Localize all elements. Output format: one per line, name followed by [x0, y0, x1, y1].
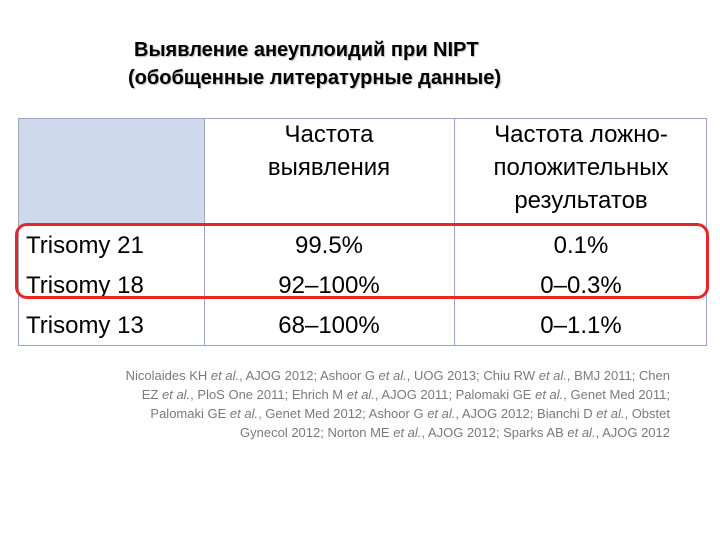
- reference-line: Gynecol 2012; Norton ME et al., AJOG 201…: [240, 425, 670, 440]
- reference-line: EZ et al., PloS One 2011; Ehrich M et al…: [141, 387, 670, 402]
- reference-line: Palomaki GE et al., Genet Med 2012; Asho…: [150, 406, 670, 421]
- column-divider: [454, 118, 455, 346]
- false-positive-value: 0–0.3%: [540, 272, 622, 299]
- highlight-frame: [15, 223, 709, 299]
- reference-line: Nicolaides KH et al., AJOG 2012; Ashoor …: [125, 368, 670, 383]
- results-table: Частота выявления Частота ложно- положит…: [18, 118, 708, 346]
- title-line-1: Выявление анеуплоидий при NIPT: [134, 39, 479, 61]
- row-label: Trisomy 13: [26, 312, 144, 339]
- table-corner-cell: [18, 118, 204, 226]
- header-false-positive-rate: Частота ложно- положительных результатов: [493, 121, 669, 214]
- table-header-row: Частота выявления Частота ложно- положит…: [18, 118, 708, 226]
- table-row: Trisomy 21 99.5% 0.1%: [18, 226, 708, 266]
- column-divider: [204, 118, 205, 346]
- row-label: Trisomy 21: [26, 232, 144, 259]
- table-row: Trisomy 13 68–100% 0–1.1%: [18, 306, 708, 346]
- detection-value: 68–100%: [278, 312, 380, 339]
- detection-value: 92–100%: [278, 272, 380, 299]
- detection-value: 99.5%: [294, 232, 364, 259]
- title-line-2: (обобщенные литературные данные): [128, 67, 502, 89]
- false-positive-value: 0–1.1%: [540, 312, 622, 339]
- table-row: Trisomy 18 92–100% 0–0.3%: [18, 266, 708, 306]
- slide-title: Выявление анеуплоидий при NIPT (обобщенн…: [128, 36, 688, 92]
- row-label: Trisomy 18: [26, 272, 144, 299]
- references: Nicolaides KH et al., AJOG 2012; Ashoor …: [60, 366, 670, 442]
- false-positive-value: 0.1%: [553, 232, 609, 259]
- header-detection-rate: Частота выявления: [267, 121, 391, 181]
